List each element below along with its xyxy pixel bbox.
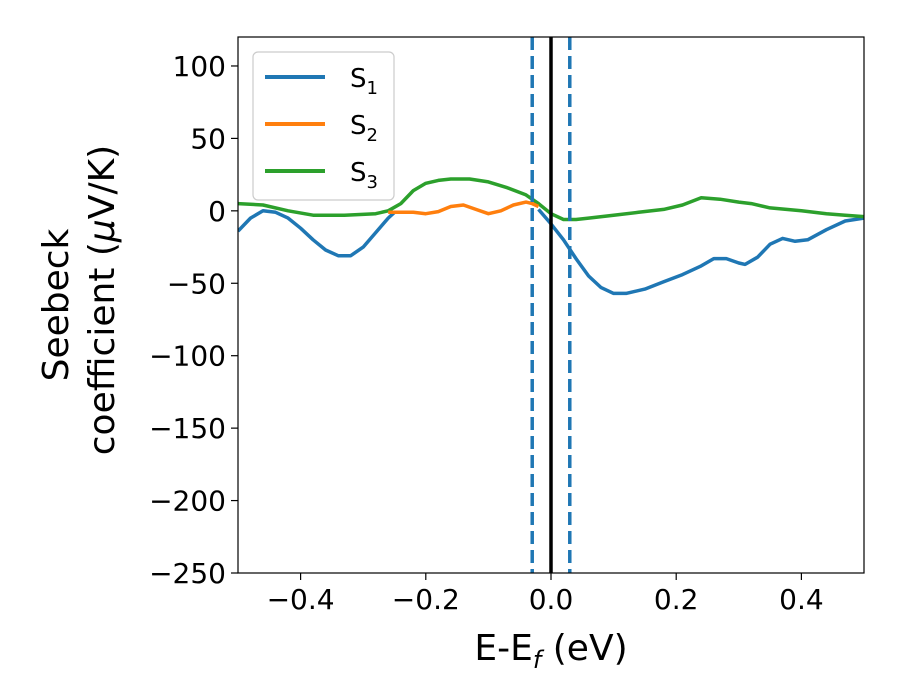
x-tick-label: 0.4 (779, 583, 824, 616)
x-tick-label: 0.2 (654, 583, 699, 616)
legend-label-s2: S2 (350, 111, 378, 146)
y-tick-label: −250 (149, 557, 226, 590)
series-s3-line (238, 177, 864, 222)
x-tick-label: −0.2 (392, 583, 460, 616)
x-tick-label: −0.4 (267, 583, 335, 616)
series-s1-line-left (238, 209, 396, 258)
y-tick-label: 100 (173, 50, 226, 83)
y-tick-label: −150 (149, 412, 226, 445)
x-tick-label: 0.0 (529, 583, 574, 616)
y-tick-label: −100 (149, 340, 226, 373)
y-tick-label: 0 (208, 195, 226, 228)
y-axis-title-line1: Seebeck (36, 228, 77, 381)
legend-label-s1: S1 (350, 64, 378, 99)
series-s1-line-right (537, 208, 864, 296)
legend: S1 S2 S3 (252, 51, 395, 201)
plot-area (238, 37, 864, 573)
series-s2-line (388, 200, 540, 216)
y-tick-label: −200 (149, 485, 226, 518)
y-axis-title-line2: coefficient (μV/K) (82, 145, 123, 455)
axis-ticks: −0.4 −0.2 0.0 0.2 0.4 100 50 0 −50 −100 −150 −200 −2… (149, 50, 824, 616)
legend-label-s3: S3 (350, 158, 378, 193)
x-axis-title: E-Ef (eV) (474, 628, 627, 674)
y-tick-label: −50 (167, 267, 226, 300)
y-tick-label: 50 (190, 122, 226, 155)
